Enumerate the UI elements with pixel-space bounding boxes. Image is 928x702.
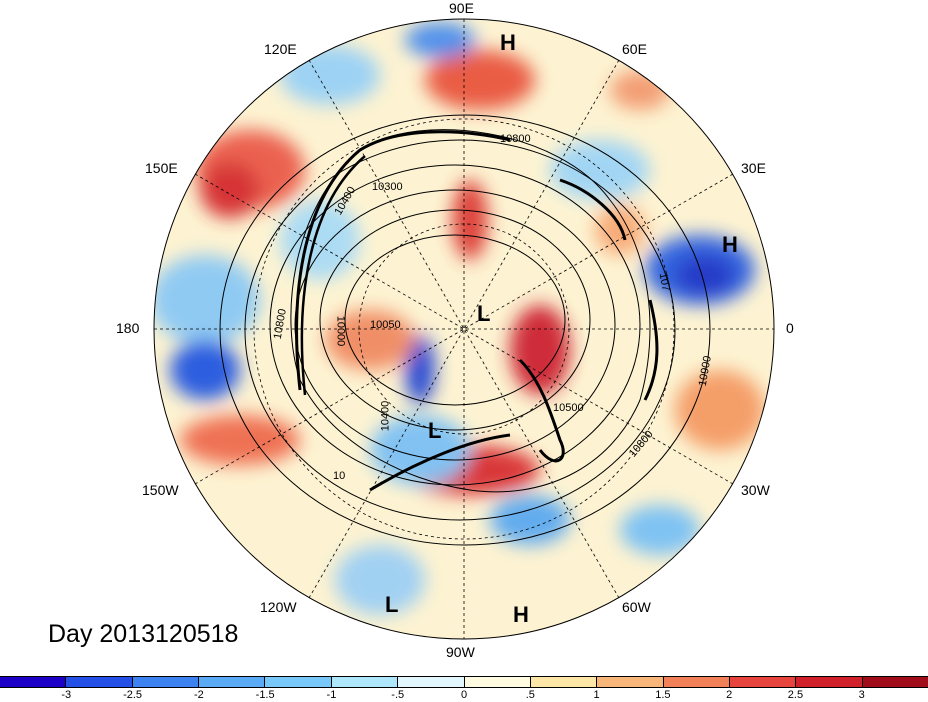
date-title: Day 2013120518 — [48, 620, 239, 648]
contour-label: 10800 — [500, 133, 531, 145]
contour-label: 10400 — [379, 400, 392, 432]
low-pressure-marker: L — [477, 301, 491, 326]
contour-label: 10 — [333, 470, 346, 482]
lon-label: 30E — [741, 160, 766, 176]
colorbar-swatch — [728, 677, 796, 687]
colorbar-tick-label: -2.5 — [123, 689, 143, 701]
colorbar-swatch — [795, 677, 862, 687]
lon-label: 60W — [622, 599, 651, 615]
low-pressure-marker: L — [428, 418, 442, 443]
lon-label: 30W — [741, 482, 770, 498]
colorbar-tick-label: 3 — [858, 689, 865, 701]
colorbar-tick-label: .5 — [525, 689, 535, 701]
lon-label: 180 — [116, 320, 140, 336]
colorbar-tick-label: 0 — [460, 689, 468, 701]
colorbar-swatch — [330, 677, 398, 687]
low-pressure-marker: L — [385, 592, 399, 617]
high-pressure-marker: H — [722, 232, 738, 257]
high-pressure-marker: H — [513, 602, 529, 627]
colorbar-swatch — [198, 677, 265, 687]
colorbar-tick-label: 1 — [593, 689, 600, 701]
colorbar-tick-label: 2 — [726, 689, 733, 701]
colorbar-tick-label: 2.5 — [787, 689, 804, 701]
lon-label: 90E — [449, 0, 474, 16]
polar-map — [153, 18, 775, 640]
graticule — [154, 19, 774, 639]
lon-label: 90W — [446, 644, 475, 660]
map-boundary — [153, 18, 775, 640]
colorbar-swatch — [397, 677, 464, 687]
colorbar-tick-label: -.5 — [391, 689, 405, 701]
lon-label: 150W — [142, 482, 179, 498]
colorbar-swatch — [529, 677, 597, 687]
lon-label: 150E — [145, 160, 178, 176]
colorbar-tick-label: -1.5 — [255, 689, 275, 701]
lon-label: 120W — [260, 599, 297, 615]
colorbar-swatch — [463, 677, 530, 687]
lon-label: 0 — [786, 320, 794, 336]
high-pressure-marker: H — [500, 30, 516, 55]
contour-label: 10300 — [372, 181, 403, 193]
colorbar-tick-label: -3 — [61, 689, 72, 701]
colorbar-swatch — [0, 677, 66, 687]
contour-label: 10000 — [334, 315, 347, 347]
colorbar-tick-label: 1.5 — [655, 689, 671, 701]
colorbar-tick-label: -2 — [193, 689, 204, 701]
colorbar-swatch — [131, 677, 199, 687]
colorbar-swatch — [264, 677, 331, 687]
lon-label: 60E — [622, 41, 647, 57]
colorbar-swatch — [662, 677, 729, 687]
anomaly-field — [154, 19, 774, 639]
colorbar-swatch — [861, 677, 928, 687]
height-contours — [219, 114, 711, 546]
lon-label: 120E — [264, 41, 297, 57]
contour-label: 10050 — [370, 319, 401, 331]
contour-label: 10500 — [553, 402, 584, 414]
colorbar — [0, 676, 928, 688]
colorbar-swatch — [596, 677, 663, 687]
colorbar-swatch — [65, 677, 132, 687]
colorbar-tick-label: -1 — [326, 689, 337, 701]
